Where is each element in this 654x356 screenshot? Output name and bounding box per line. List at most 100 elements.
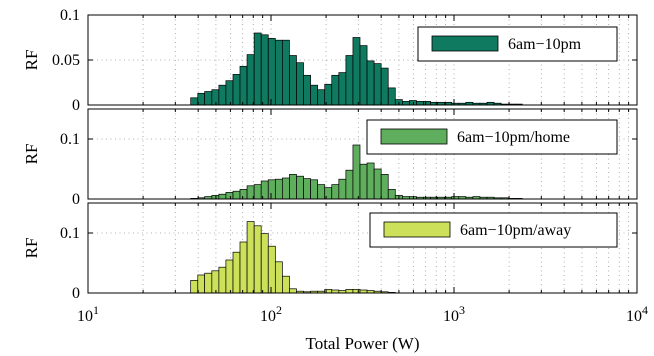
histogram-bar <box>345 169 354 200</box>
panel-2: 0 0.1 RF 6am−10pm/home <box>22 108 638 208</box>
histogram-bar <box>296 175 304 200</box>
histogram-bar <box>204 272 213 294</box>
histogram-bar <box>282 39 290 106</box>
y-tick-label: 0 <box>72 97 80 114</box>
legend-swatch <box>431 35 499 52</box>
histogram-bar <box>267 245 276 294</box>
histogram-bar <box>211 195 220 200</box>
histogram-bar <box>282 177 290 200</box>
y-axis-label: RF <box>22 144 41 165</box>
x-tick-label: 102 <box>260 303 282 325</box>
histogram-bar <box>211 270 220 294</box>
y-tick-label: 0.1 <box>60 131 80 148</box>
bars <box>190 221 396 294</box>
histogram-bar <box>289 55 297 106</box>
histogram-bar <box>232 74 241 106</box>
axes-frame <box>87 202 638 294</box>
legend-label: 6am−10pm/away <box>460 222 571 239</box>
histogram-bar <box>190 97 199 106</box>
panel-1: 0 0.05 0.1 RF 6am−10pm <box>22 7 638 114</box>
histogram-bar <box>218 266 227 294</box>
histogram-bar <box>416 101 424 106</box>
y-tick-label: 0.1 <box>60 225 80 242</box>
histogram-bar <box>260 34 269 106</box>
y-axis-label: RF <box>22 238 41 259</box>
histogram-bar <box>289 288 297 294</box>
axes-frame <box>87 108 638 200</box>
histogram-bar <box>239 65 248 106</box>
legend-swatch <box>380 128 448 145</box>
histogram-bar <box>218 193 227 200</box>
histogram-bar <box>197 274 206 294</box>
y-tick-label: 0.1 <box>60 7 80 24</box>
histogram-bar <box>274 261 283 294</box>
histogram-bar <box>380 174 389 200</box>
histogram-bar <box>246 54 255 106</box>
histogram-bar <box>352 37 361 106</box>
histogram-bar <box>387 189 396 200</box>
histogram-bar <box>345 55 354 106</box>
histogram-bar <box>380 67 389 106</box>
histogram-bar <box>324 83 333 106</box>
histogram-bar <box>253 32 262 106</box>
x-axis-label: Total Power (W) <box>306 334 420 353</box>
y-tick-label: 0 <box>72 191 80 208</box>
histogram-bar <box>401 101 410 106</box>
histogram-bar <box>253 225 262 294</box>
histogram-bar <box>225 259 234 294</box>
histogram-bar <box>373 168 382 200</box>
histogram-bar <box>359 163 368 200</box>
histogram-bar <box>225 192 234 200</box>
histogram-bar <box>232 251 241 294</box>
histogram-bar <box>232 190 241 200</box>
y-tick-label: 0.05 <box>52 52 80 69</box>
histogram-bar <box>338 72 347 106</box>
histogram-bar <box>310 179 319 200</box>
histogram-bar <box>225 80 234 106</box>
histogram-bar <box>282 275 290 294</box>
histogram-bar <box>211 89 220 106</box>
histogram-bar <box>197 92 206 106</box>
histogram-bar <box>310 84 319 106</box>
histogram-bar <box>246 221 255 294</box>
legend-swatch <box>383 221 451 238</box>
histogram-bar <box>331 184 340 200</box>
panel-3: 0 0.1 RF 6am−10pm/away 101 102 103 104 Total Pow… <box>22 202 648 353</box>
histogram-bar <box>296 62 304 106</box>
histogram-bar <box>366 60 375 106</box>
histogram-bar <box>352 144 361 200</box>
histogram-bar <box>317 89 326 106</box>
histogram-bar <box>366 162 375 200</box>
x-tick-label: 101 <box>77 303 99 325</box>
histogram-bar <box>239 189 248 200</box>
histogram-bar <box>303 178 311 200</box>
legend-label: 6am−10pm <box>508 36 582 53</box>
histogram-bar <box>260 233 269 294</box>
histogram-bar <box>303 74 311 106</box>
y-tick-label: 0 <box>72 285 80 302</box>
legend: 6am−10pm <box>417 26 618 62</box>
histogram-bar <box>289 174 297 200</box>
histogram-bar <box>331 74 340 106</box>
histogram-bar <box>274 39 283 106</box>
legend-label: 6am−10pm/home <box>457 129 570 146</box>
histogram-bar <box>204 91 213 106</box>
histogram-bar <box>190 280 199 294</box>
y-axis-label: RF <box>22 50 41 71</box>
legend: 6am−10pm/away <box>369 212 618 248</box>
histogram-bar <box>423 101 431 106</box>
histogram-bar <box>267 38 276 106</box>
histogram-bar <box>352 289 361 294</box>
legend: 6am−10pm/home <box>366 119 618 155</box>
histogram-bar <box>218 84 227 106</box>
histogram-bar <box>338 178 347 200</box>
histogram-bar <box>373 63 382 106</box>
bars <box>190 32 523 106</box>
histogram-bar <box>267 179 276 200</box>
histogram-bar <box>317 184 326 200</box>
histogram-bar <box>274 178 283 200</box>
histogram-bar <box>253 184 262 200</box>
histogram-bar <box>239 241 248 294</box>
histogram-bar <box>359 45 368 106</box>
